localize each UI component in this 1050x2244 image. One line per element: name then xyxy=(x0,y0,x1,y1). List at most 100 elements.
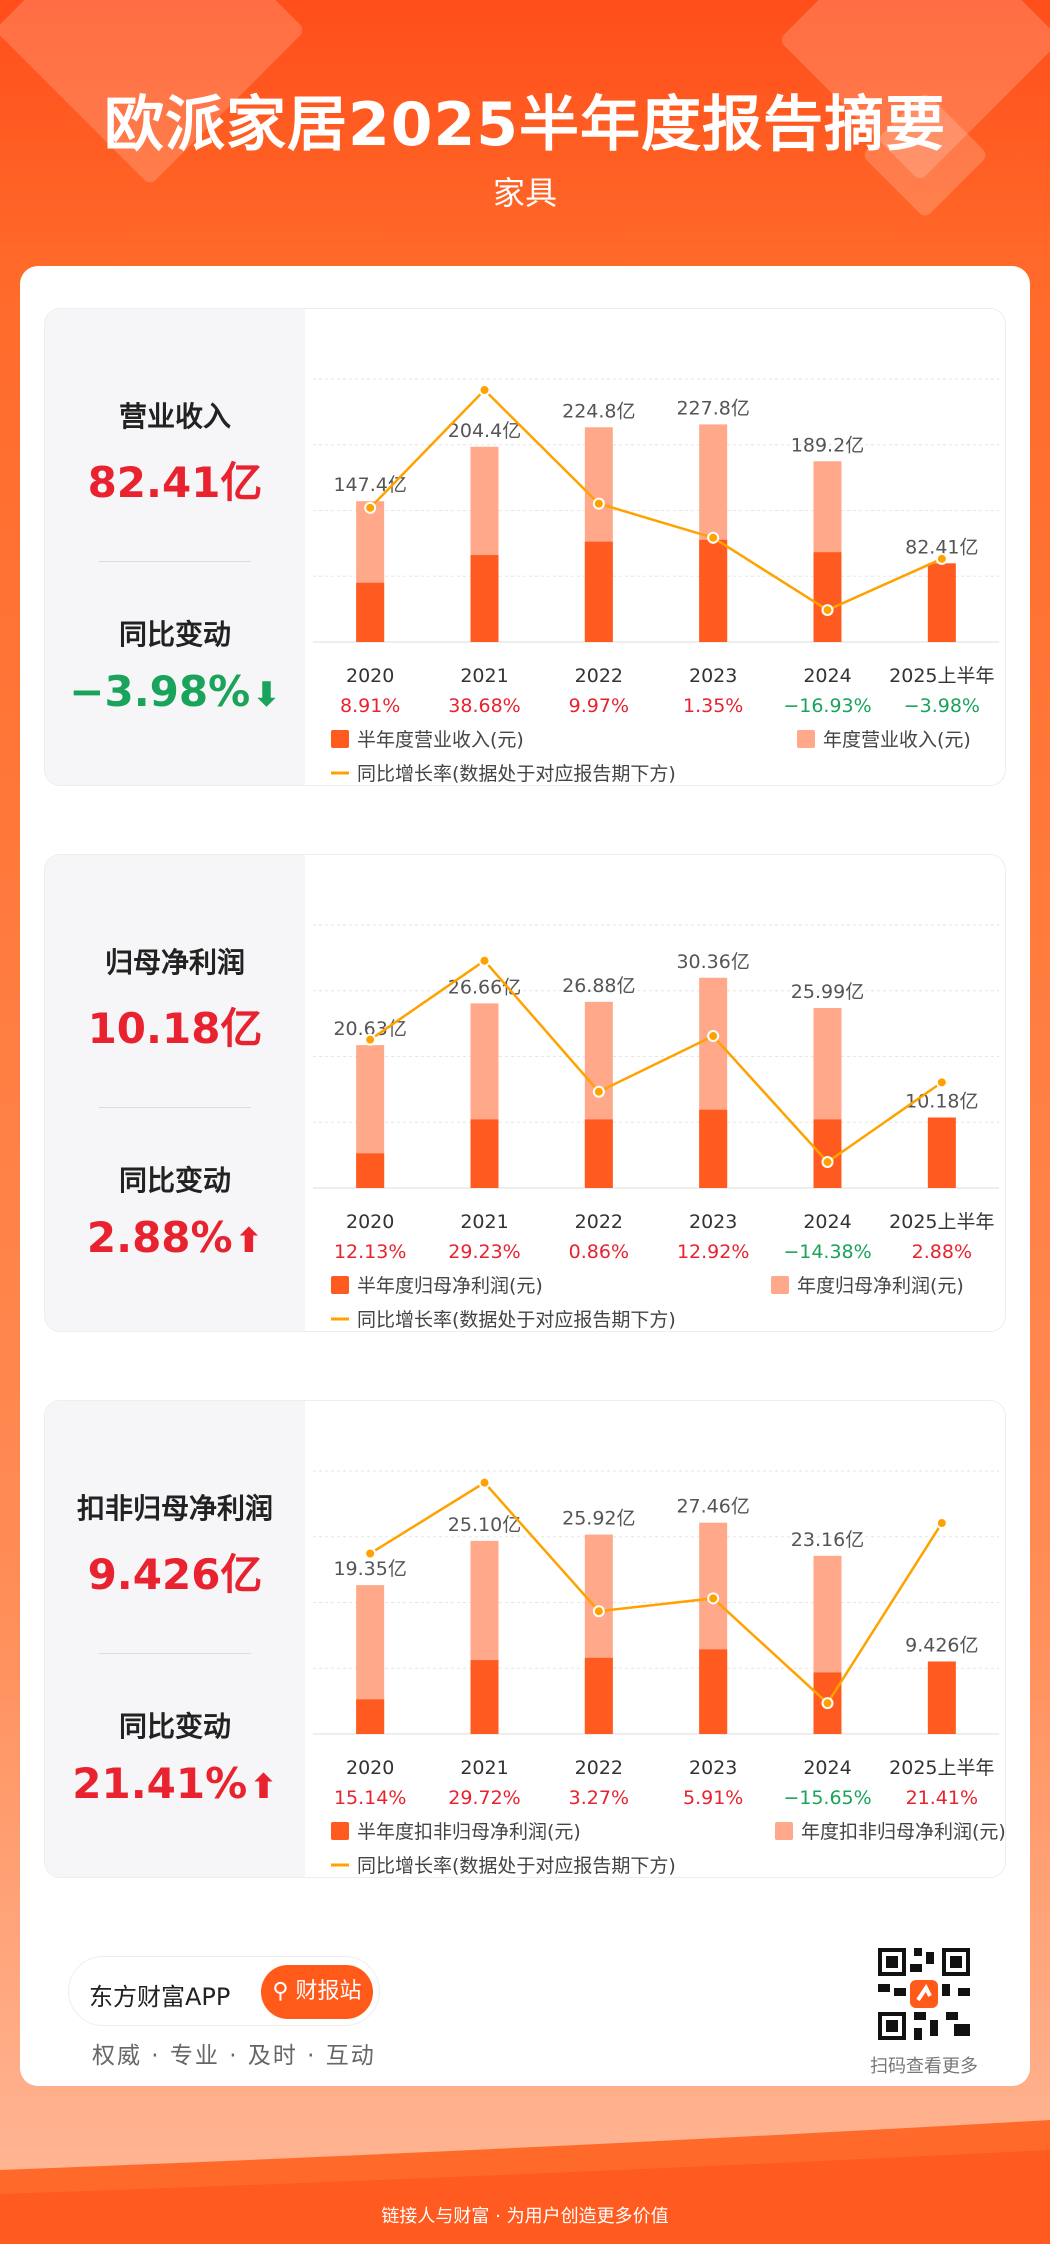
legend-half-label: 半年度归母净利润(元) xyxy=(357,1275,543,1297)
legend-growth-label: 同比增长率(数据处于对应报告期下方) xyxy=(357,1309,676,1331)
bar-value-label: 27.46亿 xyxy=(676,1496,749,1518)
growth-rate-label: −15.65% xyxy=(783,1787,871,1809)
legend-annual-swatch xyxy=(771,1276,789,1294)
report-station-button[interactable]: ⚲ 财报站 xyxy=(261,1965,373,2019)
growth-line xyxy=(369,959,943,1164)
category-label: 2023 xyxy=(689,665,737,687)
metric-label: 营业收入 xyxy=(118,400,231,433)
legend-annual-label: 年度扣非归母净利润(元) xyxy=(801,1821,1006,1843)
growth-point xyxy=(707,1030,720,1043)
metric-value: 82.41亿 xyxy=(87,458,263,507)
growth-rate-label: 1.35% xyxy=(683,695,743,717)
growth-point xyxy=(935,1076,948,1089)
page-title: 欧派家居2025半年度报告摘要 xyxy=(104,90,946,160)
category-label: 2021 xyxy=(460,1757,508,1779)
bar-value-label: 25.92亿 xyxy=(562,1508,635,1530)
growth-point xyxy=(707,1592,720,1605)
page-subtitle: 家具 xyxy=(492,174,557,212)
growth-point xyxy=(935,1517,948,1530)
category-label: 2022 xyxy=(575,1757,623,1779)
growth-rate-label: 12.92% xyxy=(677,1241,749,1263)
tagline: 链接人与财富 · 为用户创造更多价值 xyxy=(381,2206,669,2227)
legend-growth-label: 同比增长率(数据处于对应报告期下方) xyxy=(357,1855,676,1877)
legend-half-label: 半年度扣非归母净利润(元) xyxy=(357,1821,581,1843)
app-pill[interactable]: 东方财富APP ⚲ 财报站 xyxy=(68,1956,380,2026)
bar-value-label: 23.16亿 xyxy=(791,1529,864,1551)
legend-annual-label: 年度归母净利润(元) xyxy=(797,1275,964,1297)
category-label: 2021 xyxy=(460,1211,508,1233)
qr-code-icon[interactable] xyxy=(874,1944,974,2044)
growth-rate-label: 12.13% xyxy=(334,1241,406,1263)
half-year-bar xyxy=(584,1119,613,1188)
metric-value: 9.426亿 xyxy=(87,1550,263,1599)
change-value-row: −3.98%⬇ xyxy=(45,667,305,716)
metric-label: 扣非归母净利润 xyxy=(76,1492,273,1525)
half-year-bar xyxy=(927,1661,956,1734)
growth-point xyxy=(592,497,605,510)
half-year-bar xyxy=(699,1109,728,1188)
metric-value: 10.18亿 xyxy=(87,1004,263,1053)
growth-point xyxy=(935,552,948,565)
search-icon: ⚲ xyxy=(272,1979,289,2004)
qr-caption: 扫码查看更多 xyxy=(870,2056,978,2077)
legend-half-label: 半年度营业收入(元) xyxy=(357,729,524,751)
bar-value-label: 25.10亿 xyxy=(448,1514,521,1536)
bar-value-label: 189.2亿 xyxy=(791,434,864,456)
half-year-bar xyxy=(356,582,385,642)
divider xyxy=(99,561,251,562)
bar-value-label: 227.8亿 xyxy=(676,397,749,419)
report-station-label: 财报站 xyxy=(295,1979,362,2004)
change-label: 同比变动 xyxy=(118,1164,231,1197)
growth-point xyxy=(478,1476,491,1489)
growth-rate-label: 29.23% xyxy=(448,1241,520,1263)
growth-rate-label: −3.98% xyxy=(904,695,980,717)
half-year-bar xyxy=(927,563,956,642)
growth-point xyxy=(821,1156,834,1169)
revenue-chart: 147.4亿 2020 8.91% 204.4亿 2021 38.68% 224.8亿 202… xyxy=(313,378,999,785)
growth-point xyxy=(478,954,491,967)
net-profit-chart: 20.63亿202012.13%26.66亿202129.23%26.88亿20… xyxy=(313,924,999,1331)
change-label: 同比变动 xyxy=(118,618,231,651)
change-value: 21.41% xyxy=(72,1759,248,1808)
growth-point xyxy=(478,384,491,397)
category-label: 2025上半年 xyxy=(889,1757,994,1779)
growth-rate-label: 3.27% xyxy=(569,1787,629,1809)
growth-rate-label: 29.72% xyxy=(448,1787,520,1809)
arrow-down-icon: ⬇ xyxy=(252,675,281,715)
growth-point xyxy=(364,1033,377,1046)
growth-rate-label: 2.88% xyxy=(912,1241,972,1263)
bar-value-label: 147.4亿 xyxy=(333,474,406,496)
slogan: 权威 · 专业 · 及时 · 互动 xyxy=(92,2043,376,2069)
change-value-row: 21.41%⬆ xyxy=(45,1759,305,1808)
growth-rate-label: 38.68% xyxy=(448,695,520,717)
category-label: 2020 xyxy=(346,1211,394,1233)
growth-rate-label: −14.38% xyxy=(783,1241,871,1263)
half-year-bar xyxy=(699,1649,728,1734)
change-label: 同比变动 xyxy=(118,1710,231,1743)
growth-rate-label: 15.14% xyxy=(334,1787,406,1809)
growth-rate-label: 9.97% xyxy=(569,695,629,717)
legend-growth-label: 同比增长率(数据处于对应报告期下方) xyxy=(357,763,676,785)
metric-label: 归母净利润 xyxy=(104,946,245,979)
bar-value-label: 9.426亿 xyxy=(905,1634,978,1656)
bar-value-label: 224.8亿 xyxy=(562,400,635,422)
category-label: 2021 xyxy=(460,665,508,687)
legend-annual-label: 年度营业收入(元) xyxy=(823,729,971,751)
legend-half-swatch xyxy=(331,1276,349,1294)
app-name: 东方财富APP xyxy=(89,1983,231,2011)
half-year-bar xyxy=(584,541,613,642)
bar-value-label: 25.99亿 xyxy=(791,981,864,1003)
growth-point xyxy=(821,604,834,617)
bar-value-label: 26.88亿 xyxy=(562,975,635,997)
half-year-bar xyxy=(470,555,499,642)
growth-point xyxy=(707,531,720,544)
change-value: −3.98% xyxy=(69,667,251,716)
growth-point xyxy=(821,1697,834,1710)
half-year-bar xyxy=(356,1699,385,1734)
category-label: 2024 xyxy=(803,1757,851,1779)
deducted-profit-chart: 19.35亿 2020 15.14% 25.10亿 2021 29.72% 25.92亿 20… xyxy=(313,1470,1006,1877)
growth-rate-label: 21.41% xyxy=(906,1787,978,1809)
category-label: 2020 xyxy=(346,665,394,687)
arrow-up-icon: ⬆ xyxy=(249,1767,278,1807)
metric-panel: 扣非归母净利润 9.426亿 同比变动 21.41%⬆ xyxy=(45,1401,305,1877)
